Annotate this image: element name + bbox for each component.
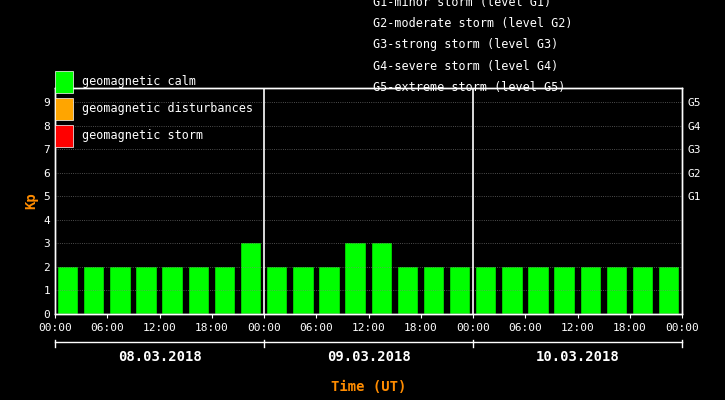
Bar [581,267,601,314]
Text: 10.03.2018: 10.03.2018 [536,350,620,364]
Bar [319,267,339,314]
Bar [371,243,392,314]
Text: 09.03.2018: 09.03.2018 [327,350,410,364]
Text: Time (UT): Time (UT) [331,380,406,394]
Text: G2-moderate storm (level G2): G2-moderate storm (level G2) [373,17,573,30]
Bar [529,267,549,314]
Text: G4-severe storm (level G4): G4-severe storm (level G4) [373,60,559,73]
Bar [188,267,209,314]
Bar [136,267,157,314]
Text: geomagnetic storm: geomagnetic storm [82,130,203,142]
Text: G5-extreme storm (level G5): G5-extreme storm (level G5) [373,81,566,94]
Text: geomagnetic disturbances: geomagnetic disturbances [82,102,253,115]
Text: G3-strong storm (level G3): G3-strong storm (level G3) [373,38,559,51]
Bar [267,267,287,314]
Bar [476,267,497,314]
Bar [293,267,313,314]
Bar [659,267,679,314]
Bar [502,267,523,314]
Bar [162,267,183,314]
Bar [241,243,261,314]
Bar [110,267,130,314]
Bar [398,267,418,314]
Bar [424,267,444,314]
Bar [633,267,653,314]
Y-axis label: Kp: Kp [24,193,38,209]
Bar [555,267,575,314]
Bar [345,243,366,314]
Text: geomagnetic calm: geomagnetic calm [82,75,196,88]
Bar [84,267,104,314]
Bar [58,267,78,314]
Bar [450,267,471,314]
Text: 08.03.2018: 08.03.2018 [117,350,202,364]
Bar [215,267,235,314]
Text: G1-minor storm (level G1): G1-minor storm (level G1) [373,0,552,9]
Bar [607,267,627,314]
